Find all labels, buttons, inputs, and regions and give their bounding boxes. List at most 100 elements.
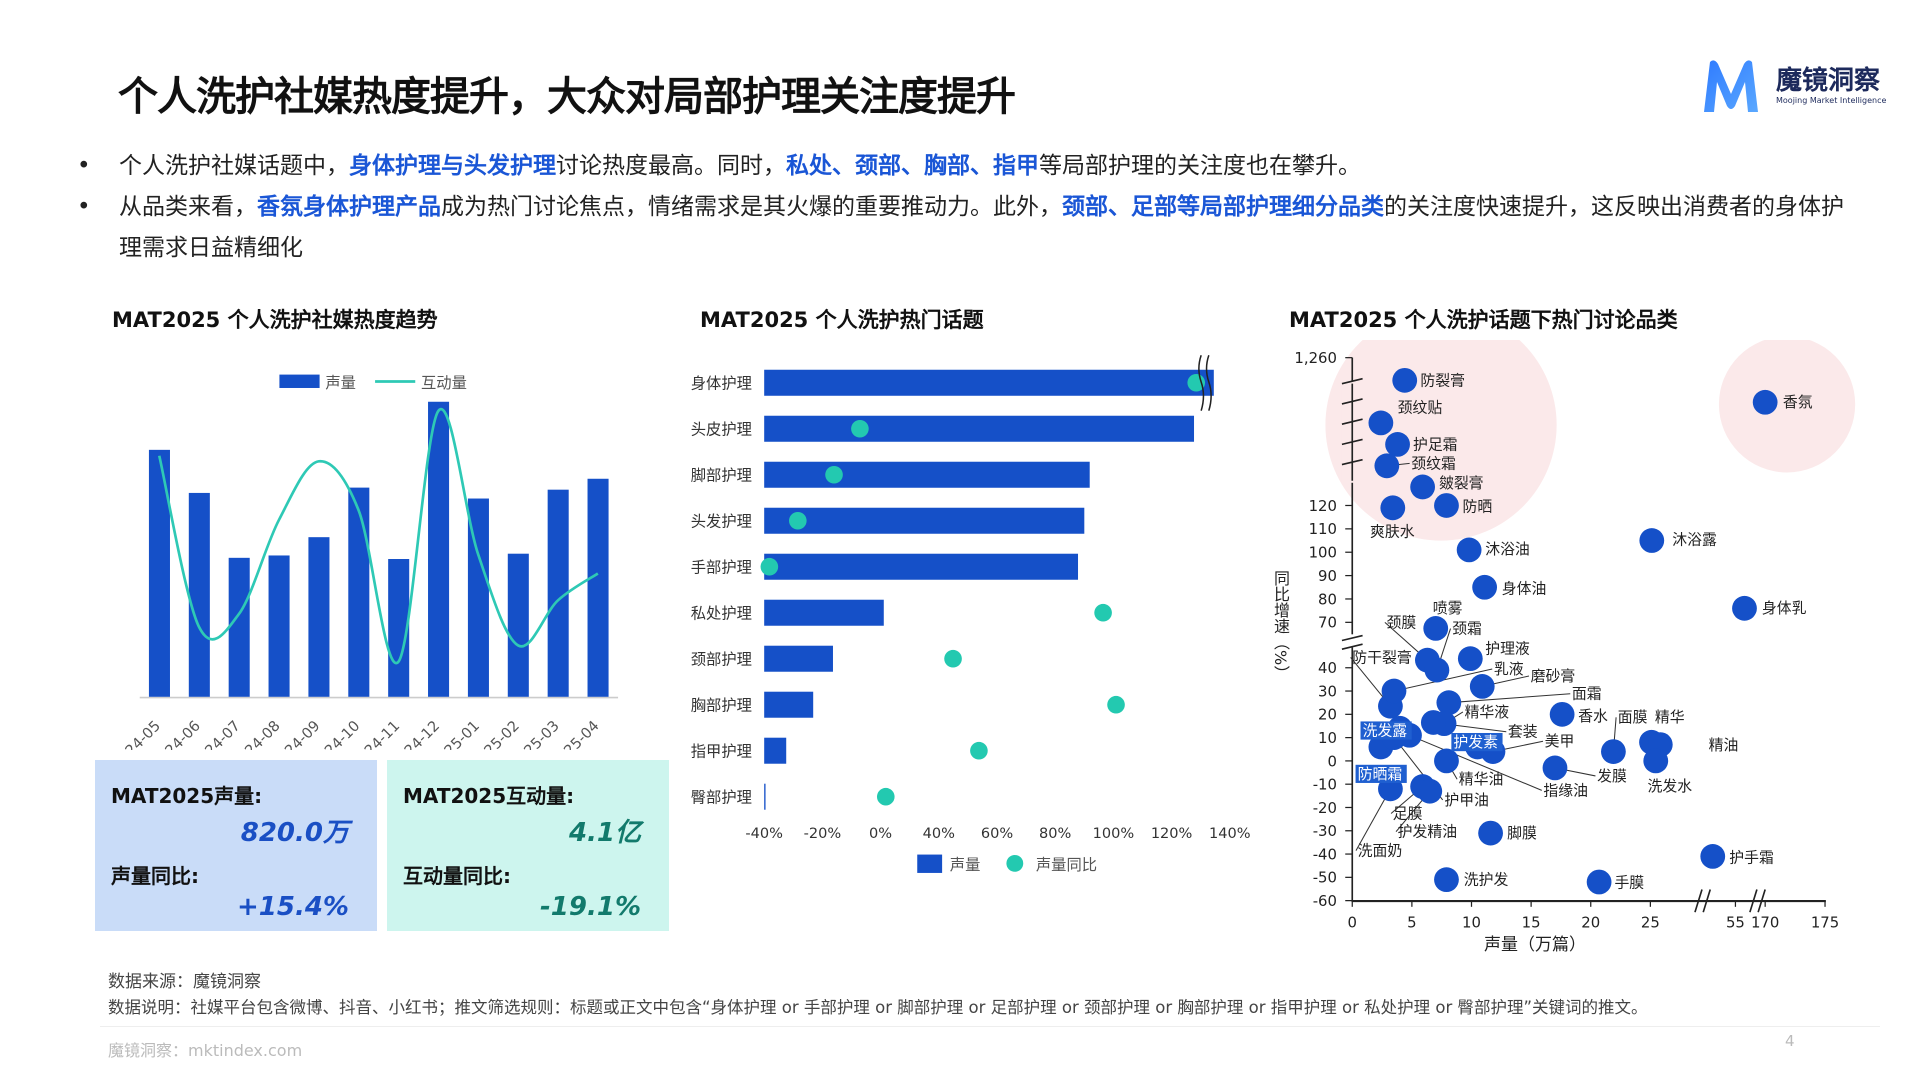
dot-yoy <box>970 741 988 760</box>
y-category-label: 头皮护理 <box>691 420 752 438</box>
highlight-text: 颈部、足部等局部护理细分品类 <box>1062 194 1384 220</box>
highlight-text: 身体护理与头发护理 <box>349 153 556 179</box>
x-tick-label: 5 <box>1407 913 1416 931</box>
leader-line <box>1409 734 1542 791</box>
bullet-dot: • <box>77 194 91 220</box>
bar-volume <box>507 553 529 697</box>
text: 等局部护理的关注度也在攀升。 <box>1039 153 1361 179</box>
highlight-label-box <box>1355 764 1407 783</box>
point-label: 防晒 <box>1463 498 1493 516</box>
bar-volume <box>764 783 766 810</box>
y-tick-label: 110 <box>1309 520 1337 538</box>
x-tick-label: -20% <box>804 826 842 842</box>
y-tick-label: -20 <box>1313 799 1337 817</box>
x-tick-label: 20 <box>1581 913 1600 931</box>
y-tick-label: 1,260 <box>1294 349 1337 367</box>
point-label: 沐浴露 <box>1672 531 1717 549</box>
bar-volume <box>764 461 1090 488</box>
point-label: 磨砂膏 <box>1531 667 1576 685</box>
y-category-label: 头发护理 <box>691 512 752 530</box>
scatter-y-axis-title: 同比增速（%） <box>1271 570 1290 682</box>
scatter-point <box>1410 474 1436 500</box>
category-scatter-chart: 1,260120110100908070403020100-10-20-30-4… <box>1294 340 1856 931</box>
dot-yoy <box>825 465 843 484</box>
x-tick-label: -40% <box>745 826 783 842</box>
scatter-point <box>1542 755 1568 781</box>
x-tick-label: 2024-05 <box>110 718 164 750</box>
scatter-point <box>1472 574 1498 600</box>
point-label: 护发素 <box>1453 733 1498 751</box>
dot-yoy <box>851 419 869 438</box>
scatter-point <box>1434 867 1459 893</box>
text: 讨论热度最高。同时， <box>556 153 786 179</box>
point-label: 身体油 <box>1502 579 1547 597</box>
x-tick-label: 100% <box>1093 826 1135 842</box>
dot-yoy <box>789 511 807 530</box>
scatter-point <box>1424 657 1450 683</box>
x-tick-label: 0% <box>869 826 892 842</box>
y-tick-label: -40 <box>1313 845 1337 863</box>
point-label: 防干裂膏 <box>1352 648 1411 666</box>
bullet-dot: • <box>77 153 91 179</box>
y-tick-label: 40 <box>1318 659 1337 677</box>
text: 成为热门讨论焦点，情绪需求是其火爆的重要推动力。此外， <box>441 194 1062 220</box>
dot-yoy <box>944 649 962 668</box>
y-axis-break-icon <box>1341 634 1363 650</box>
y-category-label: 颈部护理 <box>691 650 752 668</box>
point-label: 颈纹贴 <box>1398 399 1443 417</box>
point-label: 防晒霜 <box>1358 765 1403 783</box>
scatter-point <box>1478 820 1503 846</box>
point-label: 爽肤水 <box>1370 522 1415 540</box>
point-label: 发膜 <box>1597 767 1627 785</box>
logo-tagline: Moojing Market Intelligence <box>1776 96 1887 105</box>
bar-volume <box>467 498 489 697</box>
point-label: 美甲 <box>1545 732 1575 750</box>
highlight-label-box <box>1360 721 1412 740</box>
scatter-point <box>1385 432 1410 457</box>
data-source: 数据来源：魔镜洞察 <box>108 972 261 992</box>
scatter-point <box>1549 701 1575 727</box>
dot-yoy <box>760 557 779 576</box>
site-link[interactable]: 魔镜洞察：mktindex.com <box>108 1041 303 1060</box>
point-label: 喷雾 <box>1433 599 1463 617</box>
y-tick-label: -50 <box>1313 869 1337 887</box>
scatter-point <box>1368 410 1394 436</box>
scatter-point <box>1434 748 1459 774</box>
interaction-yoy-value: -19.1% <box>540 892 641 922</box>
y-category-label: 身体护理 <box>691 374 752 392</box>
interaction-value: 4.1亿 <box>568 818 641 848</box>
x-tick-label: 140% <box>1209 826 1251 842</box>
topic-chart: 身体护理头皮护理脚部护理头发护理手部护理私处护理颈部护理胸部护理指甲护理臀部护理… <box>691 354 1251 874</box>
scatter-point <box>1380 495 1406 521</box>
legend-swatch-volume <box>917 854 943 873</box>
topic-chart-title: MAT2025 个人洗护热门话题 <box>700 308 984 332</box>
scatter-point <box>1436 690 1462 716</box>
legend-label-yoy: 声量同比 <box>1036 856 1097 874</box>
x-tick-label: 25 <box>1641 913 1660 931</box>
point-label: 精华油 <box>1459 770 1504 788</box>
x-axis-break-icon <box>1694 889 1766 913</box>
volume-stat-card: MAT2025声量: 820.0万 声量同比: +15.4% <box>95 760 377 931</box>
highlight-bubble-right <box>1718 340 1856 473</box>
scatter-point <box>1700 843 1726 869</box>
point-label: 护理液 <box>1485 639 1530 657</box>
y-tick-label: 70 <box>1318 614 1337 632</box>
point-label: 洗发水 <box>1647 777 1692 795</box>
y-category-label: 手部护理 <box>691 558 752 576</box>
scatter-point <box>1457 646 1483 672</box>
data-note: 数据说明：社媒平台包含微博、抖音、小红书；推文筛选规则：标题或正文中包含“身体护… <box>108 998 1648 1017</box>
footer-divider <box>100 1026 1880 1027</box>
trend-chart-title: MAT2025 个人洗护社媒热度趋势 <box>112 308 438 332</box>
y-tick-label: 120 <box>1309 497 1337 515</box>
y-tick-label: 20 <box>1318 706 1337 724</box>
legend-swatch-volume <box>279 374 320 388</box>
summary-bullet-2: • 从品类来看，香氛身体护理产品成为热门讨论焦点，情绪需求是其火爆的重要推动力。… <box>77 187 1847 269</box>
legend-label-volume: 声量 <box>325 374 356 392</box>
y-tick-label: 90 <box>1318 567 1337 585</box>
bar-volume <box>764 599 884 626</box>
x-tick-label: 170 <box>1751 913 1779 931</box>
scatter-point <box>1374 453 1400 479</box>
interaction-stat-card: MAT2025互动量: 4.1亿 互动量同比: -19.1% <box>387 760 669 931</box>
scatter-point <box>1586 869 1612 895</box>
legend-label-interaction: 互动量 <box>421 374 467 392</box>
